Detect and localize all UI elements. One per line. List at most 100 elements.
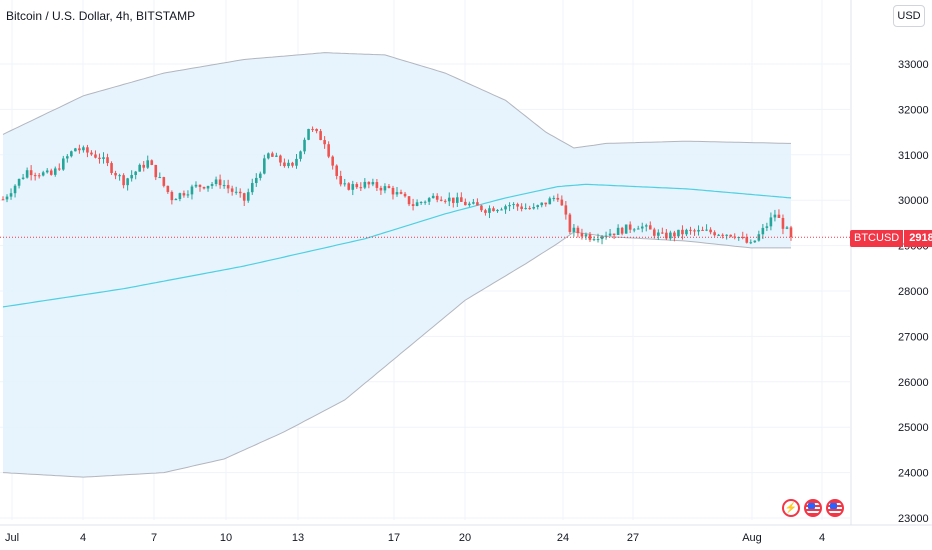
candle-body: [383, 186, 387, 191]
last-price-value: 29185: [904, 230, 932, 247]
candle-body: [701, 229, 704, 231]
candle-body: [122, 175, 125, 186]
candle-body: [604, 235, 608, 237]
candle-body: [33, 175, 37, 177]
candle-body: [484, 210, 487, 213]
candle-body: [644, 225, 648, 227]
candle-body: [721, 234, 724, 236]
candle-body: [299, 151, 302, 159]
candle-body: [612, 233, 616, 235]
candle-body: [512, 204, 515, 206]
x-axis-tick-label: 20: [459, 532, 471, 544]
candle-body: [275, 155, 278, 157]
candle-body: [685, 229, 688, 235]
candle-body: [657, 232, 660, 236]
candle-body: [717, 234, 720, 236]
x-axis-tick-label: 17: [388, 532, 400, 544]
candle-body: [516, 204, 519, 207]
currency-button[interactable]: USD: [893, 5, 925, 27]
candle-body: [697, 229, 700, 232]
candle-body: [508, 205, 511, 207]
candle-body: [154, 164, 158, 178]
candle-body: [480, 205, 483, 211]
candle-body: [628, 224, 632, 230]
candle-body: [588, 234, 592, 240]
candle-body: [363, 181, 367, 188]
candle-body: [134, 171, 137, 175]
candle-body: [689, 229, 692, 231]
candle-body: [379, 187, 383, 191]
candle-body: [472, 202, 475, 204]
candle-body: [709, 229, 712, 233]
candle-body: [287, 162, 290, 167]
candle-body: [423, 201, 427, 203]
candle-body: [399, 192, 403, 194]
flag-event-icon[interactable]: [826, 499, 844, 517]
candle-body: [749, 242, 753, 244]
candle-body: [552, 197, 556, 199]
bollinger-band-fill: [3, 52, 791, 478]
x-axis-tick-label: Aug: [742, 532, 762, 544]
candle-body: [556, 197, 560, 200]
candle-body: [49, 170, 53, 175]
candle-body: [150, 160, 154, 165]
candle-body: [182, 193, 186, 196]
candle-body: [41, 172, 45, 176]
candle-body: [443, 200, 447, 202]
candle-body: [632, 229, 636, 231]
candle-body: [130, 174, 133, 179]
candle-body: [259, 173, 262, 178]
candle-body: [37, 175, 41, 177]
candle-body: [319, 131, 322, 141]
candle-body: [677, 229, 680, 237]
candle-body: [190, 186, 194, 195]
candle-body: [335, 165, 338, 176]
candle-body: [620, 227, 624, 234]
candle-body: [53, 168, 57, 175]
candle-body: [375, 182, 379, 188]
candle-body: [616, 227, 620, 235]
candle-body: [729, 234, 732, 237]
candle-body: [186, 194, 190, 196]
candle-body: [367, 181, 371, 185]
candle-body: [636, 228, 640, 230]
candle-body: [572, 227, 576, 232]
candle-body: [29, 170, 33, 176]
candle-body: [230, 188, 234, 192]
y-axis-tick-label: 32000: [898, 104, 929, 116]
candle-body: [725, 234, 728, 236]
candle-body: [492, 208, 495, 212]
y-axis-tick-label: 26000: [898, 377, 929, 389]
candle-body: [138, 164, 141, 172]
candle-body: [785, 227, 789, 229]
candle-body: [488, 208, 491, 213]
candle-body: [21, 177, 25, 179]
candle-body: [90, 152, 93, 155]
candle-body: [114, 172, 117, 176]
lightning-event-icon[interactable]: ⚡: [782, 499, 800, 517]
candle-body: [451, 197, 455, 203]
candle-body: [584, 234, 588, 237]
candle-body: [504, 206, 507, 210]
candle-body: [781, 217, 785, 229]
candle-body: [427, 198, 431, 202]
y-axis-tick-label: 30000: [898, 195, 929, 207]
candle-body: [162, 177, 166, 186]
candle-body: [66, 156, 69, 159]
candle-body: [246, 192, 250, 201]
candle-body: [254, 177, 258, 184]
candle-body: [214, 179, 218, 185]
x-axis-tick-label: 4: [80, 532, 86, 544]
flag-event-icon[interactable]: [804, 499, 822, 517]
candle-body: [468, 203, 471, 206]
candle-body: [600, 236, 604, 240]
candle-body: [166, 185, 170, 192]
candle-body: [769, 217, 773, 227]
candle-body: [705, 229, 708, 231]
candle-body: [323, 140, 326, 145]
candle-body: [126, 178, 129, 186]
candle-body: [520, 206, 523, 210]
candle-body: [70, 151, 73, 157]
candle-body: [753, 240, 757, 243]
